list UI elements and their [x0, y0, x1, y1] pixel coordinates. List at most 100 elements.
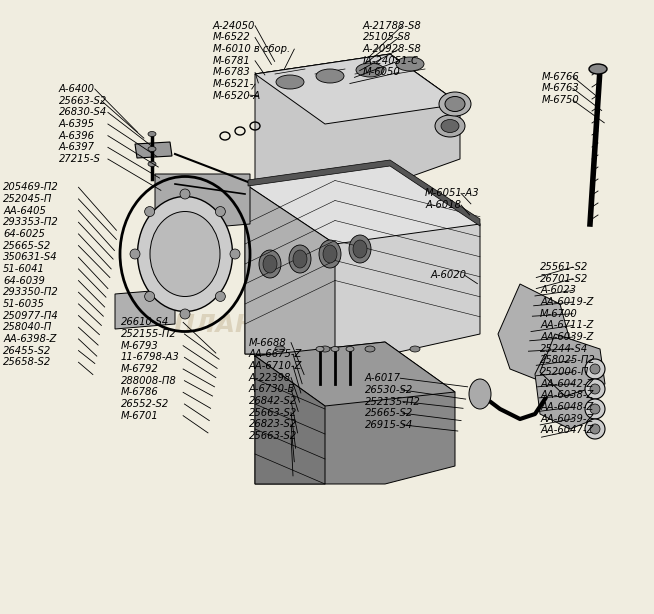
Ellipse shape: [353, 240, 367, 258]
Text: А-6730-В: А-6730-В: [249, 384, 295, 394]
Text: А-6018: А-6018: [425, 200, 461, 210]
Ellipse shape: [263, 255, 277, 273]
Text: 51-6035: 51-6035: [3, 299, 45, 309]
Text: 25105-S8: 25105-S8: [363, 33, 411, 42]
Ellipse shape: [275, 346, 285, 352]
Circle shape: [145, 206, 154, 217]
Ellipse shape: [346, 346, 354, 351]
Text: М-6522: М-6522: [213, 33, 250, 42]
Text: 258025-П2: 258025-П2: [540, 356, 596, 365]
Text: 288008-П8: 288008-П8: [121, 376, 177, 386]
Text: 64-6025: 64-6025: [3, 229, 45, 239]
Polygon shape: [255, 356, 325, 484]
Ellipse shape: [137, 196, 233, 311]
Text: А-22398: А-22398: [249, 373, 291, 383]
Text: АА-6047-Z: АА-6047-Z: [540, 426, 594, 435]
Ellipse shape: [439, 92, 471, 116]
Text: 205469-П2: 205469-П2: [3, 182, 59, 192]
Text: АА-6675-Z: АА-6675-Z: [249, 349, 302, 359]
Text: АА-6398-Z: АА-6398-Z: [3, 334, 57, 344]
Circle shape: [180, 309, 190, 319]
Circle shape: [215, 292, 226, 301]
Text: АА-6710-Z: АА-6710-Z: [249, 361, 302, 371]
Text: А-6023: А-6023: [540, 286, 576, 295]
Polygon shape: [540, 334, 605, 396]
Ellipse shape: [148, 161, 156, 166]
Text: 26915-S4: 26915-S4: [365, 420, 413, 430]
Text: 26530-S2: 26530-S2: [365, 385, 413, 395]
Text: М-6783: М-6783: [213, 68, 250, 77]
Polygon shape: [245, 164, 480, 244]
Circle shape: [585, 379, 605, 399]
Text: 25663-S2: 25663-S2: [249, 408, 297, 418]
Ellipse shape: [441, 120, 459, 133]
Text: АА-6405: АА-6405: [3, 206, 46, 216]
Text: М-6786: М-6786: [121, 387, 159, 397]
Ellipse shape: [148, 131, 156, 136]
Text: АА-6039-Z: АА-6039-Z: [540, 332, 594, 342]
Text: 293350-П2: 293350-П2: [3, 287, 59, 297]
Polygon shape: [498, 284, 575, 384]
Polygon shape: [135, 142, 172, 158]
Circle shape: [590, 384, 600, 394]
Text: М-6763: М-6763: [542, 84, 579, 93]
Text: АА-6038-Z: АА-6038-Z: [540, 391, 594, 400]
Text: 26610-S4: 26610-S4: [121, 317, 169, 327]
Text: 27215-S: 27215-S: [59, 154, 101, 164]
Ellipse shape: [319, 240, 341, 268]
Circle shape: [590, 364, 600, 374]
Text: А-6020: А-6020: [430, 270, 466, 280]
Text: М-6521-: М-6521-: [213, 79, 254, 89]
Ellipse shape: [316, 69, 344, 83]
Circle shape: [585, 419, 605, 439]
Text: 252045-П: 252045-П: [3, 194, 52, 204]
Text: А-6395: А-6395: [59, 119, 95, 129]
Text: АА-6048-Z: АА-6048-Z: [540, 402, 594, 412]
Text: 252135-П2: 252135-П2: [365, 397, 421, 406]
Text: 64-6039: 64-6039: [3, 276, 45, 286]
Text: АА-6019-Z: АА-6019-Z: [540, 297, 594, 307]
Text: 258040-П: 258040-П: [3, 322, 52, 332]
Text: 25665-S2: 25665-S2: [3, 241, 52, 251]
Text: 350631-S4: 350631-S4: [3, 252, 58, 262]
Polygon shape: [245, 164, 480, 354]
Ellipse shape: [320, 346, 330, 352]
Ellipse shape: [469, 379, 491, 409]
Text: М-6050: М-6050: [363, 68, 401, 77]
Text: А-6017: А-6017: [365, 373, 401, 383]
Text: 252006-П: 252006-П: [540, 367, 589, 377]
Text: М-6010 в сбор.: М-6010 в сбор.: [213, 44, 290, 54]
Text: М-6051-А3: М-6051-А3: [425, 188, 480, 198]
Ellipse shape: [349, 235, 371, 263]
Circle shape: [590, 424, 600, 434]
Ellipse shape: [259, 250, 281, 278]
Text: 26701-S2: 26701-S2: [540, 274, 589, 284]
Ellipse shape: [410, 346, 420, 352]
Text: М-6520-А: М-6520-А: [213, 91, 261, 101]
Ellipse shape: [356, 63, 384, 77]
Text: 25665-S2: 25665-S2: [365, 408, 413, 418]
Text: 11-6798-А3: 11-6798-А3: [121, 352, 180, 362]
Circle shape: [180, 189, 190, 199]
Text: А-20928-S8: А-20928-S8: [363, 44, 422, 54]
Text: 26830-S4: 26830-S4: [59, 107, 107, 117]
Ellipse shape: [435, 115, 465, 137]
Text: 250977-П4: 250977-П4: [3, 311, 59, 321]
Polygon shape: [245, 184, 335, 354]
Text: 25663-S2: 25663-S2: [59, 96, 107, 106]
Text: М-6700: М-6700: [540, 309, 578, 319]
Text: 51-6041: 51-6041: [3, 264, 45, 274]
Ellipse shape: [148, 147, 156, 152]
Text: 25244-S4: 25244-S4: [540, 344, 589, 354]
Text: АА-6039-Z: АА-6039-Z: [540, 414, 594, 424]
Polygon shape: [155, 174, 250, 232]
Text: А-24050: А-24050: [213, 21, 255, 31]
Polygon shape: [115, 289, 175, 329]
Text: 25561-S2: 25561-S2: [540, 262, 589, 272]
Text: А-6396: А-6396: [59, 131, 95, 141]
Text: IА-24051-С: IА-24051-С: [363, 56, 419, 66]
Circle shape: [590, 404, 600, 414]
Circle shape: [145, 292, 154, 301]
Circle shape: [585, 359, 605, 379]
Polygon shape: [255, 342, 455, 484]
